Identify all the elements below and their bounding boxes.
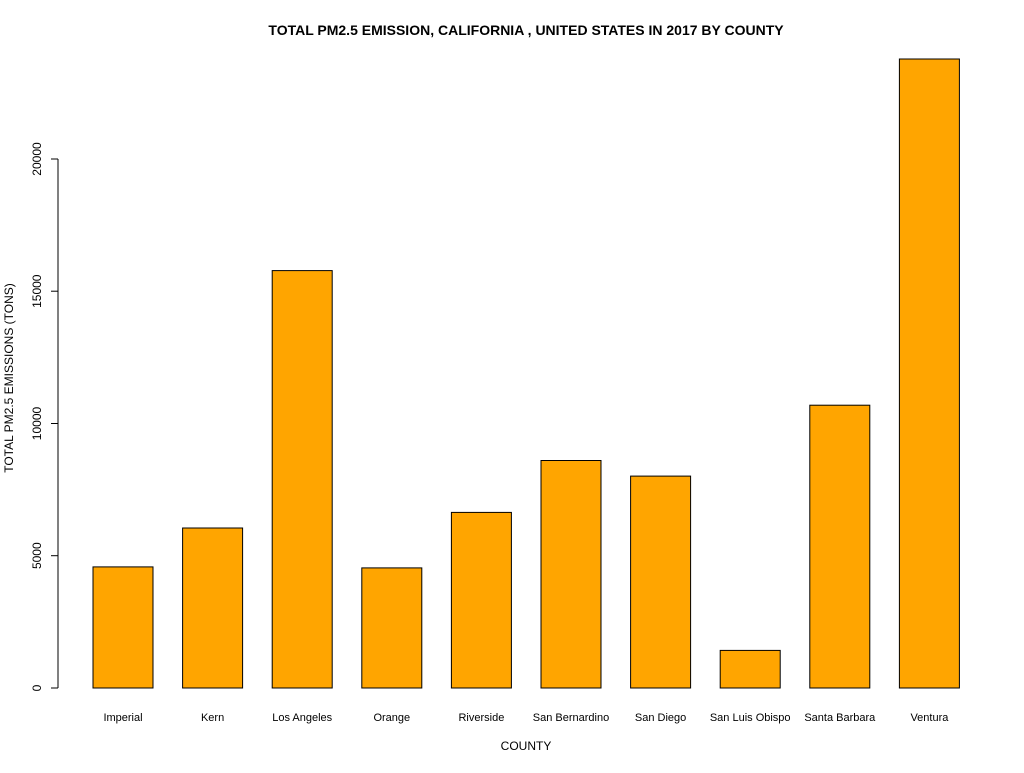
y-axis: 0 5000 10000 15000 20000 (30, 142, 59, 691)
x-tick-label: Riverside (458, 712, 504, 724)
bar-riverside (450, 511, 512, 689)
bar-imperial (92, 566, 154, 689)
x-tick-label: Imperial (103, 712, 142, 724)
bar-los-angeles (271, 270, 333, 689)
x-tick-label: Orange (373, 712, 410, 724)
x-tick-label: Kern (201, 712, 224, 724)
bar-san-diego (630, 475, 692, 689)
x-tick-label: Ventura (910, 712, 949, 724)
bar-ventura (898, 58, 960, 689)
y-tick-label: 20000 (30, 142, 44, 176)
chart-title: TOTAL PM2.5 EMISSION, CALIFORNIA , UNITE… (268, 22, 784, 38)
x-tick-label: Santa Barbara (804, 712, 876, 724)
x-axis-label: COUNTY (501, 739, 552, 753)
bars-group (92, 58, 960, 689)
x-axis-category-labels: Imperial Kern Los Angeles Orange Riverside Sa… (103, 712, 949, 724)
bar-kern (182, 527, 244, 689)
bar-san-luis-obispo (719, 649, 781, 689)
x-tick-label: San Luis Obispo (710, 712, 791, 724)
y-tick-label: 10000 (30, 406, 44, 440)
x-tick-label: San Bernardino (533, 712, 609, 724)
bar-santa-barbara (809, 404, 871, 689)
y-tick-label: 15000 (30, 274, 44, 308)
bar-san-bernardino (540, 460, 602, 689)
x-tick-label: Los Angeles (272, 712, 332, 724)
y-tick-label: 0 (30, 684, 44, 691)
y-tick-label: 5000 (30, 542, 44, 569)
bar-orange (361, 567, 423, 689)
x-tick-label: San Diego (635, 712, 686, 724)
y-axis-label: TOTAL PM2.5 EMISSIONS (TONS) (2, 283, 16, 473)
